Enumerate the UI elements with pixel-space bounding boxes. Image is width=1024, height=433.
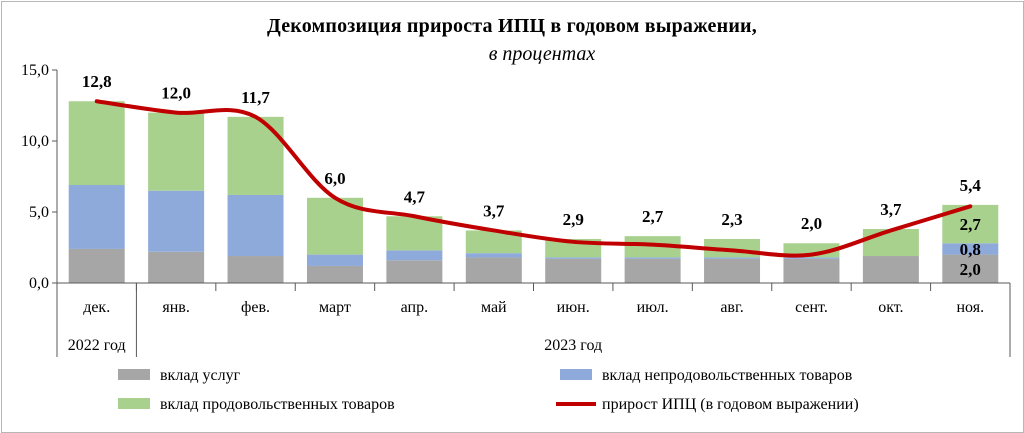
- chart-title: Декомпозиция прироста ИПЦ в годовом выра…: [266, 15, 757, 37]
- legend-swatch: [118, 398, 150, 409]
- bar-segment-2-12: [942, 243, 999, 255]
- bar-segment-2-9: [704, 257, 761, 259]
- line-data-label: 2,9: [563, 210, 584, 229]
- segment-data-label: 2,0: [960, 260, 981, 279]
- legend-swatch: [560, 369, 592, 380]
- bar-segment-2-4: [306, 254, 363, 266]
- bar-segment-2-10: [783, 257, 840, 259]
- bar-segment-3-2: [148, 112, 205, 191]
- bar-segment-2-6: [465, 253, 522, 258]
- bar-segment-1-7: [545, 258, 602, 283]
- bars-layer: [68, 101, 999, 283]
- y-tick-label: 15,0: [21, 62, 49, 79]
- bar-segment-1-12: [942, 254, 999, 283]
- line-data-label: 11,7: [241, 88, 270, 107]
- bar-segment-2-7: [545, 257, 602, 259]
- chart-subtitle: в процентах: [488, 43, 596, 65]
- line-data-label: 2,0: [801, 214, 822, 233]
- axes-layer: 0,0 5,0 10,0 15,0 дек. янв. фев. март апр. май июн…: [21, 62, 1011, 357]
- x-category-label: фев.: [241, 299, 270, 316]
- x-category-label: дек.: [83, 299, 110, 316]
- x-category-label: июн.: [557, 299, 590, 316]
- line-data-label: 2,3: [721, 210, 742, 229]
- bar-segment-1-11: [862, 256, 919, 283]
- bar-segment-2-2: [148, 190, 205, 252]
- line-data-label: 12,8: [82, 72, 112, 91]
- bar-segment-1-10: [783, 258, 840, 283]
- bar-segment-1-3: [227, 256, 284, 283]
- segment-data-label: 2,7: [960, 215, 982, 234]
- line-data-label: 3,7: [483, 201, 505, 220]
- line-data-label: 2,7: [642, 207, 664, 226]
- x-category-label: авг.: [720, 299, 743, 316]
- bar-segment-3-8: [624, 236, 681, 258]
- bar-segment-1-1: [68, 248, 125, 283]
- line-layer: [94, 99, 973, 258]
- legend-label: вклад услуг: [160, 367, 241, 384]
- bar-segment-3-6: [465, 230, 522, 254]
- x-group-label: 2023 год: [544, 337, 602, 354]
- line-data-label: 4,7: [404, 187, 426, 206]
- legend-label: прирост ИПЦ (в годовом выражении): [602, 396, 859, 413]
- bar-segment-3-3: [227, 116, 284, 195]
- x-category-label: июл.: [637, 299, 669, 316]
- line-data-label: 6,0: [324, 169, 345, 188]
- bar-segment-1-5: [386, 260, 443, 283]
- bar-segment-2-5: [386, 250, 443, 261]
- x-category-label: окт.: [878, 299, 903, 316]
- bar-segment-2-3: [227, 194, 284, 257]
- legend-swatch: [118, 369, 150, 380]
- y-tick-label: 10,0: [21, 133, 49, 150]
- x-category-label: янв.: [162, 299, 189, 316]
- x-category-label: март: [319, 299, 351, 316]
- legend-label: вклад продовольственных товаров: [160, 396, 395, 413]
- cpi-line: [94, 99, 973, 258]
- x-group-label: 2022 год: [68, 337, 126, 354]
- labels-layer: 12,8 12,0 11,7 6,0 4,7 3,7 2,9 2,7 2,3 2,0 3,7 5,4 2…: [82, 72, 982, 279]
- legend-label: вклад непродовольственных товаров: [602, 367, 853, 384]
- x-category-label: апр.: [401, 299, 428, 316]
- x-category-label: май: [481, 299, 507, 316]
- bar-segment-1-9: [704, 258, 761, 283]
- y-tick-label: 0,0: [29, 275, 49, 292]
- line-data-label: 3,7: [880, 200, 902, 219]
- bar-segment-1-4: [306, 265, 363, 283]
- x-category-label: сент.: [795, 299, 828, 316]
- y-tick-label: 5,0: [29, 204, 49, 221]
- bar-segment-1-6: [465, 257, 522, 283]
- bar-segment-2-1: [68, 185, 125, 249]
- bar-segment-1-8: [624, 258, 681, 283]
- line-data-label: 12,0: [161, 84, 191, 103]
- bar-segment-1-2: [148, 251, 205, 283]
- bar-segment-3-1: [68, 101, 125, 186]
- bar-segment-3-11: [862, 229, 919, 257]
- x-category-label: ноя.: [956, 299, 984, 316]
- line-data-label: 5,4: [960, 176, 982, 195]
- legend-layer: вклад услуг вклад непродовольственных тов…: [118, 367, 859, 413]
- bar-segment-2-8: [624, 257, 681, 259]
- segment-data-label: 0,8: [960, 240, 981, 259]
